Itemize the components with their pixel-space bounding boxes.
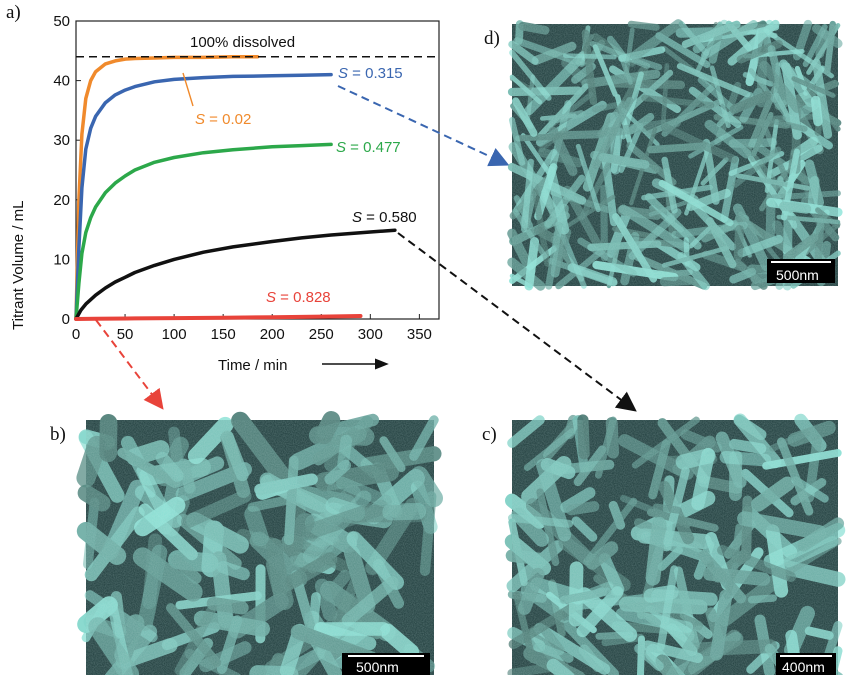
scale-bar-label-d: 500nm xyxy=(776,267,819,283)
label-s-002-leader xyxy=(182,72,194,107)
y-tick-label: 40 xyxy=(53,73,70,90)
y-tick-label: 30 xyxy=(53,132,70,149)
series-line-0 xyxy=(74,55,260,321)
x-tick-label: 0 xyxy=(72,326,80,343)
label-s-0477: S = 0.477 xyxy=(336,139,401,156)
x-tick-label: 100 xyxy=(162,326,187,343)
x-tick-label: 50 xyxy=(117,326,134,343)
y-tick-label: 10 xyxy=(53,251,70,268)
x-tick-label: 300 xyxy=(358,326,383,343)
reference-line-label: 100% dissolved xyxy=(190,34,295,51)
label-s-0580: S = 0.580 xyxy=(352,209,417,226)
scale-bar-box-c xyxy=(776,653,836,675)
scale-bar-label-c: 400nm xyxy=(782,659,825,675)
panel-label-c: c) xyxy=(482,424,497,445)
x-tick-label: 200 xyxy=(260,326,285,343)
x-tick-label: 350 xyxy=(407,326,432,343)
sem-image-b: 500nm xyxy=(76,411,444,675)
series-line-2 xyxy=(74,142,333,321)
y-axis-label: Titrant Volume / mL xyxy=(10,201,27,331)
y-tick-label: 50 xyxy=(53,13,70,30)
label-s-002: S = 0.02 xyxy=(195,111,251,128)
x-tick-label: 150 xyxy=(211,326,236,343)
panel-label-d: d) xyxy=(484,28,500,49)
series-line-1 xyxy=(74,72,333,321)
sem-image-d: 500nm xyxy=(507,19,843,291)
label-s-0828: S = 0.828 xyxy=(266,289,331,306)
titrant-volume-chart: 0 50 100 150 200 250 300 350 0 10 20 30 40 50 100% di… xyxy=(10,13,440,374)
series-line-3 xyxy=(74,228,397,321)
arrow-to-panel-b xyxy=(95,319,164,410)
panel-label-a: a) xyxy=(6,2,21,23)
label-s-0315: S = 0.315 xyxy=(338,65,403,82)
scale-bar-label-b: 500nm xyxy=(356,659,399,675)
series-line-4 xyxy=(74,314,363,321)
x-tick-label: 250 xyxy=(309,326,334,343)
arrow-to-panel-d xyxy=(337,85,510,167)
panel-label-b: b) xyxy=(50,424,66,445)
series-group xyxy=(74,55,397,321)
y-tick-label: 20 xyxy=(53,192,70,209)
sem-image-c: 400nm xyxy=(504,413,846,675)
scale-bar-box-b xyxy=(342,653,430,675)
x-axis-label: Time / min xyxy=(218,357,287,374)
y-tick-label: 0 xyxy=(62,311,70,328)
axis-ticks: 0 50 100 150 200 250 300 350 0 10 20 30 40 50 xyxy=(53,13,432,343)
arrow-to-panel-c xyxy=(397,232,637,412)
